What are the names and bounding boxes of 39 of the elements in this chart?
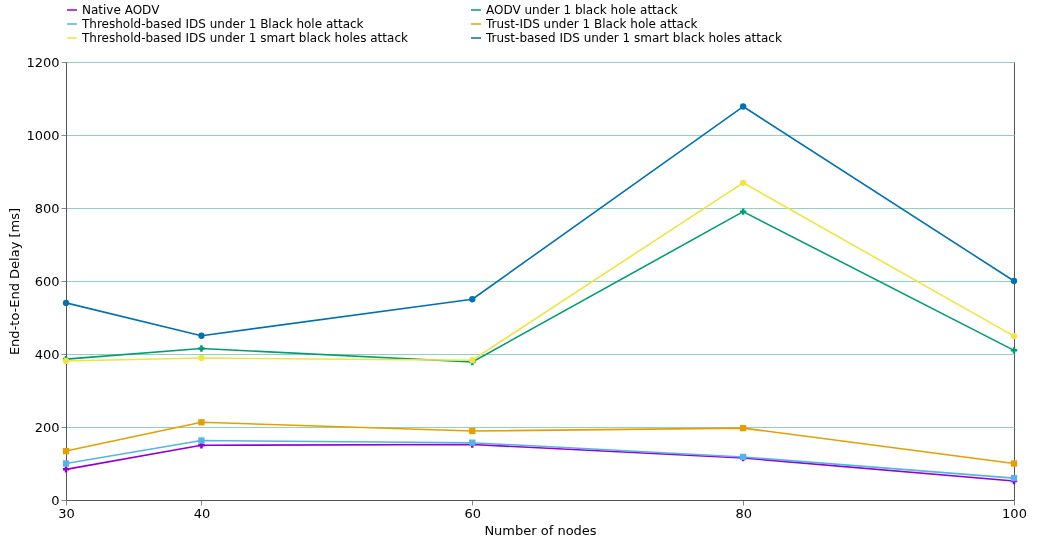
y-tick-label: 800 xyxy=(34,200,60,216)
point xyxy=(739,179,747,186)
legend-label: Trust-IDS under 1 Black hole attack xyxy=(485,17,698,31)
point xyxy=(469,296,476,303)
point xyxy=(469,427,476,435)
point xyxy=(198,437,205,444)
point xyxy=(62,466,70,473)
y-tick-label: 400 xyxy=(34,346,60,362)
point xyxy=(739,103,747,110)
point xyxy=(62,447,70,455)
point xyxy=(198,332,205,339)
x-tick-label: 80 xyxy=(735,505,752,521)
x-tick-label: 100 xyxy=(1002,505,1027,521)
legend-label: Trust-based IDS under 1 smart black holes attack xyxy=(485,31,782,45)
legend-label: AODV under 1 black hole attack xyxy=(486,3,678,17)
legend-label: Threshold-based IDS under 1 Black hole attack xyxy=(81,17,364,31)
x-tick-label: 30 xyxy=(58,505,75,521)
y-tick-label: 200 xyxy=(34,419,60,435)
point xyxy=(739,424,747,432)
point xyxy=(1010,277,1018,285)
y-tick-label: 1200 xyxy=(26,54,60,70)
point xyxy=(198,419,205,426)
point xyxy=(62,460,70,467)
point xyxy=(198,345,205,352)
legend-label: Native AODV xyxy=(82,3,161,17)
point xyxy=(198,354,205,362)
point xyxy=(1010,347,1018,354)
x-axis-title: Number of nodes xyxy=(484,522,597,538)
y-tick-label: 0 xyxy=(51,492,60,508)
y-tick-label: 1000 xyxy=(26,127,60,143)
y-tick-label: 600 xyxy=(34,273,60,289)
point xyxy=(62,299,70,307)
x-tick-label: 60 xyxy=(464,505,482,521)
point xyxy=(1010,460,1018,467)
x-tick-label: 40 xyxy=(193,505,211,521)
point xyxy=(1010,332,1018,340)
point xyxy=(739,208,747,215)
y-axis-title: End-to-End Delay [ms] xyxy=(7,207,23,356)
legend-label: Threshold-based IDS under 1 smart black holes attack xyxy=(81,31,408,45)
